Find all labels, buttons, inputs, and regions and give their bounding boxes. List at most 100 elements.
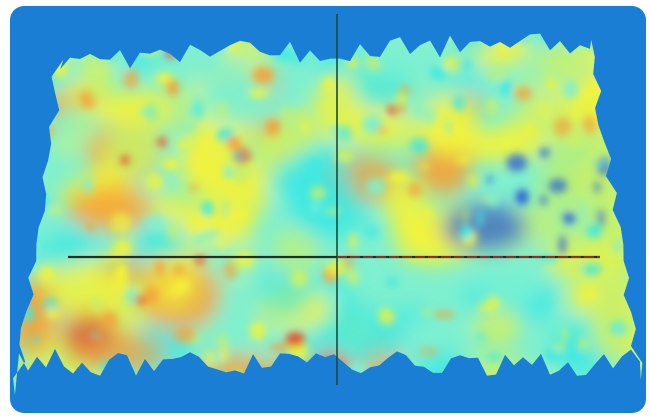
heatmap-speckle <box>462 207 470 225</box>
heatmap-speckle <box>323 76 335 94</box>
heatmap-speckle <box>166 286 185 297</box>
heatmap-speckle <box>226 136 242 150</box>
heatmap-speckle <box>31 335 40 344</box>
heatmap-speckle <box>513 86 533 101</box>
heatmap-blob <box>29 238 85 269</box>
heatmap-speckle <box>562 326 569 343</box>
heatmap-speckle <box>385 343 394 350</box>
heatmap-speckle <box>181 120 197 133</box>
heatmap-speckle <box>540 195 547 205</box>
heatmap-blob <box>91 92 173 124</box>
heatmap-speckle <box>485 354 502 361</box>
heatmap-speckle <box>486 174 494 185</box>
heatmap-speckle <box>214 101 230 118</box>
heatmap-speckle <box>47 308 59 320</box>
heatmap-speckle <box>261 355 268 363</box>
heatmap-speckle <box>541 106 548 117</box>
heatmap-blob <box>535 48 587 77</box>
heatmap-speckle <box>309 201 321 213</box>
heatmap-speckle <box>199 229 221 241</box>
heatmap-speckle <box>240 88 247 95</box>
heatmap-speckle <box>586 225 602 238</box>
heatmap-speckle <box>232 151 246 161</box>
heatmap-speckle <box>285 332 306 347</box>
heatmap-speckle <box>233 250 256 270</box>
heatmap-speckle <box>612 323 624 337</box>
heatmap-speckle <box>222 198 229 219</box>
heatmap-blob <box>401 320 467 350</box>
heatmap-speckle <box>395 93 408 104</box>
heatmap-speckle <box>232 209 250 220</box>
heatmap-speckle <box>306 158 322 178</box>
heatmap-speckle <box>566 202 578 215</box>
heatmap-speckle <box>101 312 118 329</box>
heatmap-blob <box>545 243 633 279</box>
heatmap-speckle <box>604 287 624 302</box>
heatmap-speckle <box>423 107 436 126</box>
heatmap-speckle <box>248 89 269 98</box>
heatmap-speckle <box>515 189 529 205</box>
heatmap-blob <box>459 128 541 162</box>
heatmap-hotspot <box>157 137 167 147</box>
heatmap-speckle <box>350 232 357 251</box>
heatmap-speckle <box>336 125 353 142</box>
heatmap-blob <box>146 250 200 313</box>
heatmap-speckle <box>156 73 173 84</box>
heatmap-speckle <box>192 235 203 246</box>
heatmap-hotspot <box>387 105 397 115</box>
heatmap-speckle <box>162 158 179 170</box>
heatmap-speckle <box>546 78 556 90</box>
heatmap-speckle <box>376 125 388 135</box>
heatmap-speckle <box>388 171 410 184</box>
heatmap-speckle <box>422 308 433 316</box>
heatmap-speckle <box>592 134 604 151</box>
heatmap-speckle <box>294 106 310 126</box>
heatmap-speckle <box>566 129 584 148</box>
heatmap-speckle <box>202 54 218 68</box>
heatmap-speckle <box>281 106 294 127</box>
heatmap-blob <box>78 49 116 98</box>
heatmap-speckle <box>266 120 282 130</box>
heatmap-speckle <box>310 186 326 200</box>
heatmap-speckle <box>444 117 453 136</box>
heatmap-speckle <box>553 117 573 137</box>
heatmap-speckle <box>442 54 463 74</box>
heatmap-speckle <box>223 260 238 280</box>
heatmap-speckle <box>335 149 354 163</box>
heatmap-speckle <box>201 201 214 217</box>
heatmap-speckle <box>155 258 165 278</box>
heatmap-blob <box>272 226 320 276</box>
heatmap-hotspot <box>120 155 130 165</box>
heatmap-speckle <box>217 332 228 350</box>
heatmap-hotspot <box>135 295 145 305</box>
heatmap-blob <box>179 134 223 192</box>
heatmap-speckle <box>539 147 550 158</box>
heatmap-speckle <box>379 309 395 326</box>
heatmap-speckle <box>347 268 359 286</box>
heatmap-speckle <box>415 103 422 120</box>
heatmap-speckle <box>485 99 499 115</box>
heatmap-speckle <box>173 326 196 343</box>
heatmap-speckle <box>90 332 101 339</box>
heatmap-speckle <box>90 82 104 100</box>
heatmap-speckle <box>433 311 455 318</box>
heatmap-speckle <box>204 351 217 368</box>
heatmap-speckle <box>581 263 602 276</box>
heatmap-blob <box>67 186 153 231</box>
heatmap-speckle <box>507 49 521 57</box>
heatmap-speckle <box>137 109 154 116</box>
heatmap-speckle <box>500 79 514 97</box>
heatmap-speckle <box>478 302 498 313</box>
heatmap-speckle <box>269 342 290 352</box>
heatmap-speckle <box>614 239 622 255</box>
heatmap-blob <box>442 203 528 252</box>
heatmap-speckle <box>566 350 582 362</box>
heatmap-speckle <box>187 105 195 119</box>
heatmap-speckle <box>460 224 473 241</box>
heatmap-speckle <box>192 100 205 120</box>
heatmap-speckle <box>172 265 186 275</box>
heatmap-blob <box>268 156 353 203</box>
